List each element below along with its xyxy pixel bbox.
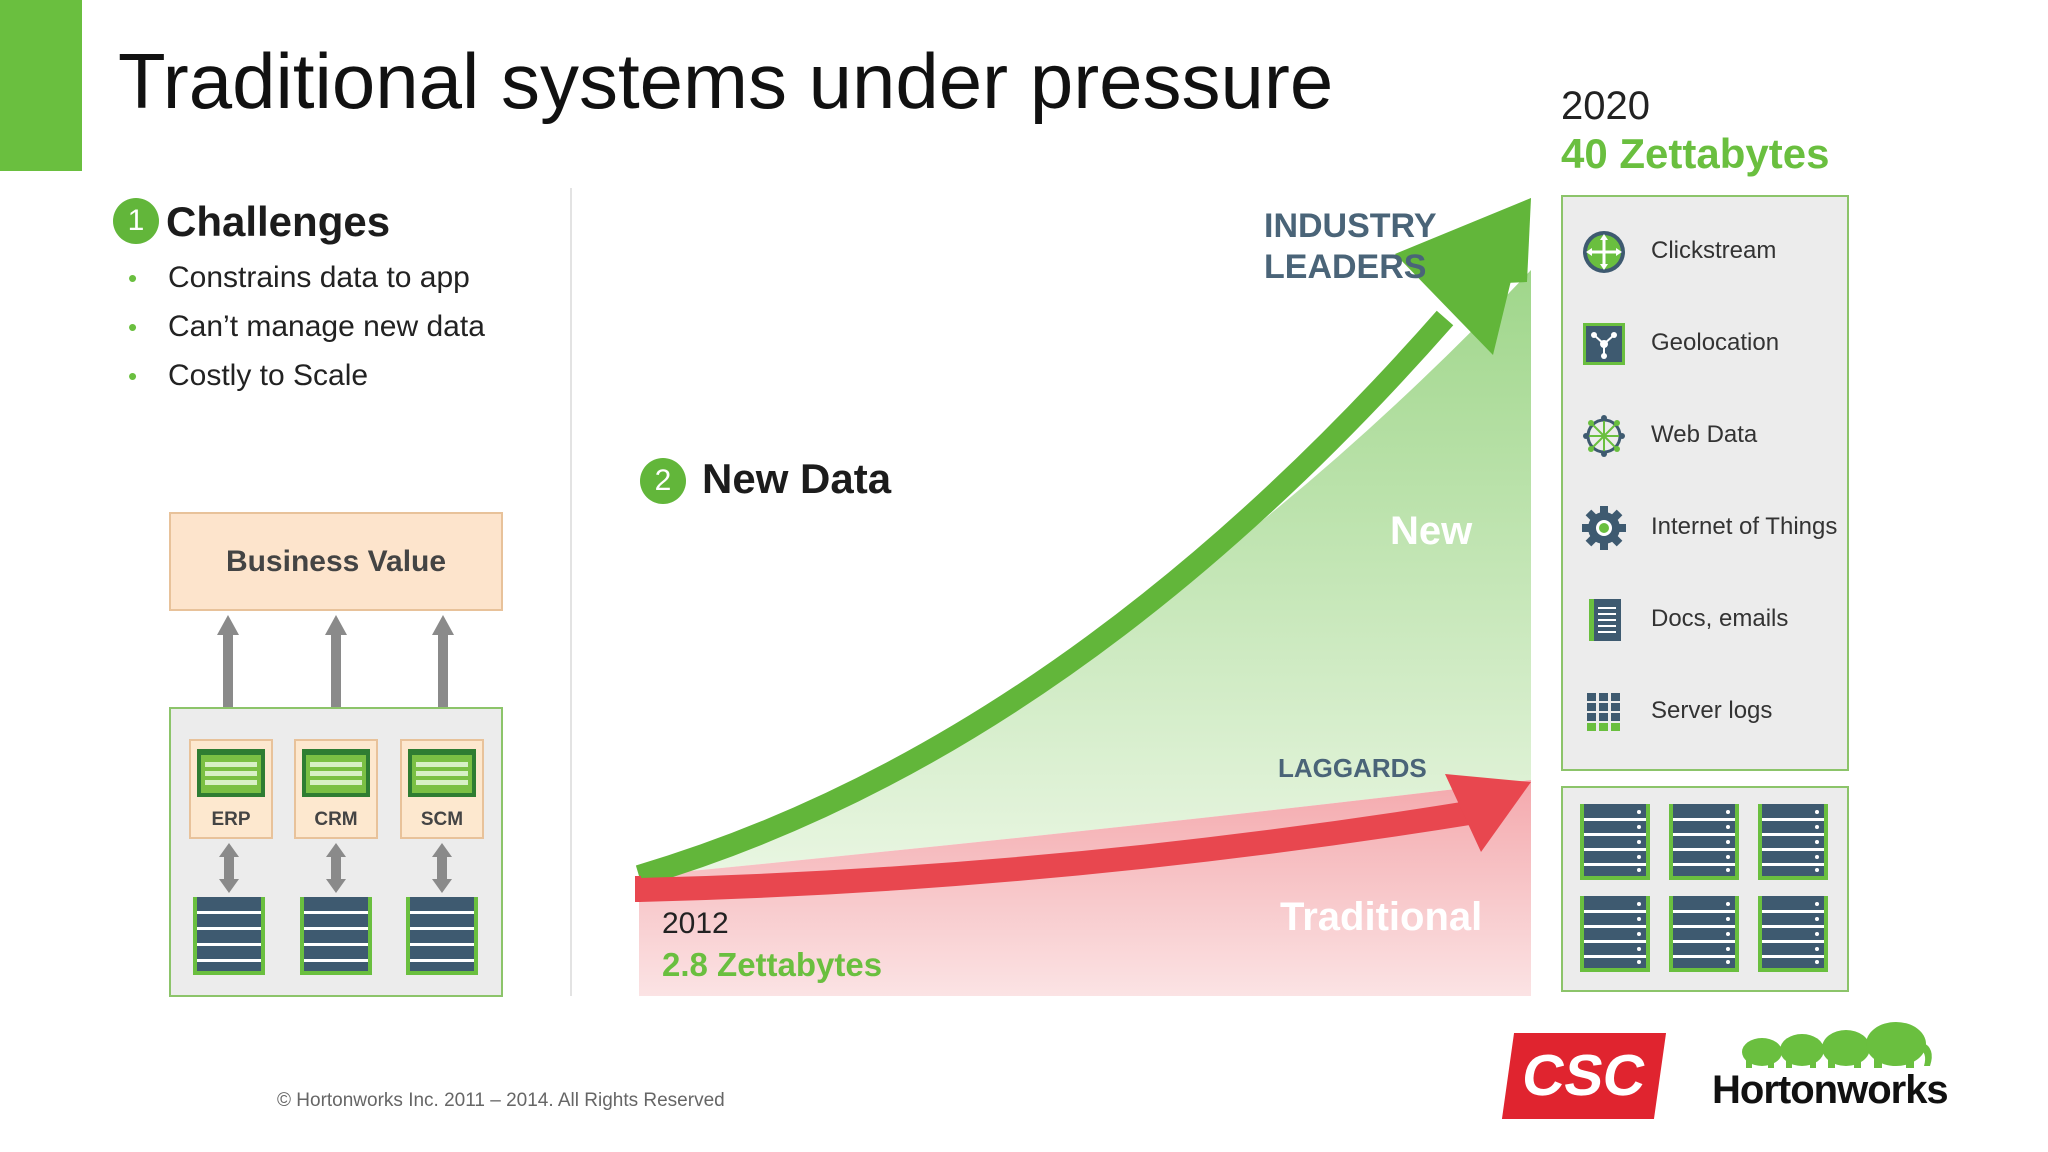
end-amount: 40 Zettabytes bbox=[1561, 130, 1830, 177]
source-item-clickstream: Clickstream bbox=[1563, 223, 1847, 283]
server-logs-icon bbox=[1587, 693, 1620, 731]
source-label: Internet of Things bbox=[1651, 513, 1838, 540]
server-grid-panel bbox=[1561, 786, 1849, 992]
server-grid bbox=[1580, 804, 1828, 972]
industry-leaders-arrow bbox=[635, 310, 1454, 887]
source-item-docs-emails: Docs, emails bbox=[1563, 591, 1847, 651]
docs-icon bbox=[1589, 599, 1621, 641]
industry-leaders-arrowhead-tip bbox=[1395, 198, 1531, 355]
web-data-icon bbox=[1583, 415, 1625, 457]
double-arrows bbox=[219, 843, 452, 893]
start-year: 2012 bbox=[662, 907, 729, 940]
up-arrows bbox=[217, 615, 454, 707]
end-year: 2020 bbox=[1561, 84, 1650, 128]
app-scm: SCM bbox=[400, 739, 484, 839]
app-label: SCM bbox=[420, 809, 464, 830]
laggards-arrow-tail bbox=[635, 876, 641, 902]
app-window-icon bbox=[408, 749, 476, 797]
app-erp: ERP bbox=[189, 739, 273, 839]
bullet-icon: • bbox=[128, 263, 138, 293]
growth-curve-diagram bbox=[635, 198, 1531, 996]
start-amount: 2.8 Zettabytes bbox=[662, 946, 883, 983]
laggards-arrow bbox=[638, 800, 1477, 902]
challenges-heading: Challenges bbox=[166, 198, 391, 245]
new-data-sources-panel: Clickstream Geolocation Web Data bbox=[1561, 195, 1849, 771]
source-label: Docs, emails bbox=[1651, 605, 1789, 632]
database-icon bbox=[193, 897, 265, 975]
source-item-web-data: Web Data bbox=[1563, 407, 1847, 467]
source-item-geolocation: Geolocation bbox=[1563, 315, 1847, 375]
challenge-item: • Can’t manage new data bbox=[128, 307, 485, 356]
clickstream-icon bbox=[1583, 231, 1625, 273]
source-label: Server logs bbox=[1651, 697, 1773, 724]
bullet-icon: • bbox=[128, 312, 138, 342]
source-label: Clickstream bbox=[1651, 237, 1777, 264]
geolocation-icon bbox=[1583, 323, 1625, 365]
new-data-area bbox=[639, 270, 1531, 876]
new-data-heading: New Data bbox=[702, 455, 892, 502]
source-item-server-logs: Server logs bbox=[1563, 683, 1847, 743]
challenge-item: • Costly to Scale bbox=[128, 356, 485, 405]
app-label: CRM bbox=[314, 809, 358, 830]
traditional-label: Traditional bbox=[1280, 895, 1483, 939]
source-label: Geolocation bbox=[1651, 329, 1780, 356]
new-data-number-badge: 2 bbox=[640, 458, 686, 504]
source-item-internet-of-things: Internet of Things bbox=[1563, 499, 1847, 559]
app-crm: CRM bbox=[294, 739, 378, 839]
hortonworks-elephants-logo bbox=[1742, 1022, 1932, 1068]
app-label: ERP bbox=[211, 809, 251, 830]
database-icon bbox=[406, 897, 478, 975]
app-window-icon bbox=[302, 749, 370, 797]
traditional-systems-box: ERP CRM SCM bbox=[169, 707, 503, 997]
csc-logo: CSC bbox=[1501, 1033, 1667, 1119]
iot-gear-icon bbox=[1582, 506, 1626, 550]
business-value-box: Business Value bbox=[169, 512, 503, 611]
challenges-list: • Constrains data to app • Can’t manage ne… bbox=[128, 258, 485, 405]
challenges-number-badge: 1 bbox=[113, 198, 159, 244]
section-divider bbox=[570, 188, 572, 996]
challenge-item: • Constrains data to app bbox=[128, 258, 485, 307]
slide-title: Traditional systems under pressure bbox=[118, 37, 1334, 125]
source-label: Web Data bbox=[1651, 421, 1758, 448]
copyright-footer: © Hortonworks Inc. 2011 – 2014. All Righ… bbox=[277, 1090, 725, 1111]
laggards-label: LAGGARDS bbox=[1278, 753, 1427, 783]
industry-leaders-label: INDUSTRY LEADERS bbox=[1264, 207, 1437, 286]
bullet-icon: • bbox=[128, 361, 138, 391]
laggards-arrowhead bbox=[1445, 774, 1531, 852]
app-window-icon bbox=[197, 749, 265, 797]
new-label: New bbox=[1390, 509, 1473, 553]
accent-bar bbox=[0, 0, 82, 171]
hortonworks-logo-text: Hortonworks bbox=[1712, 1068, 1949, 1112]
database-icon bbox=[300, 897, 372, 975]
